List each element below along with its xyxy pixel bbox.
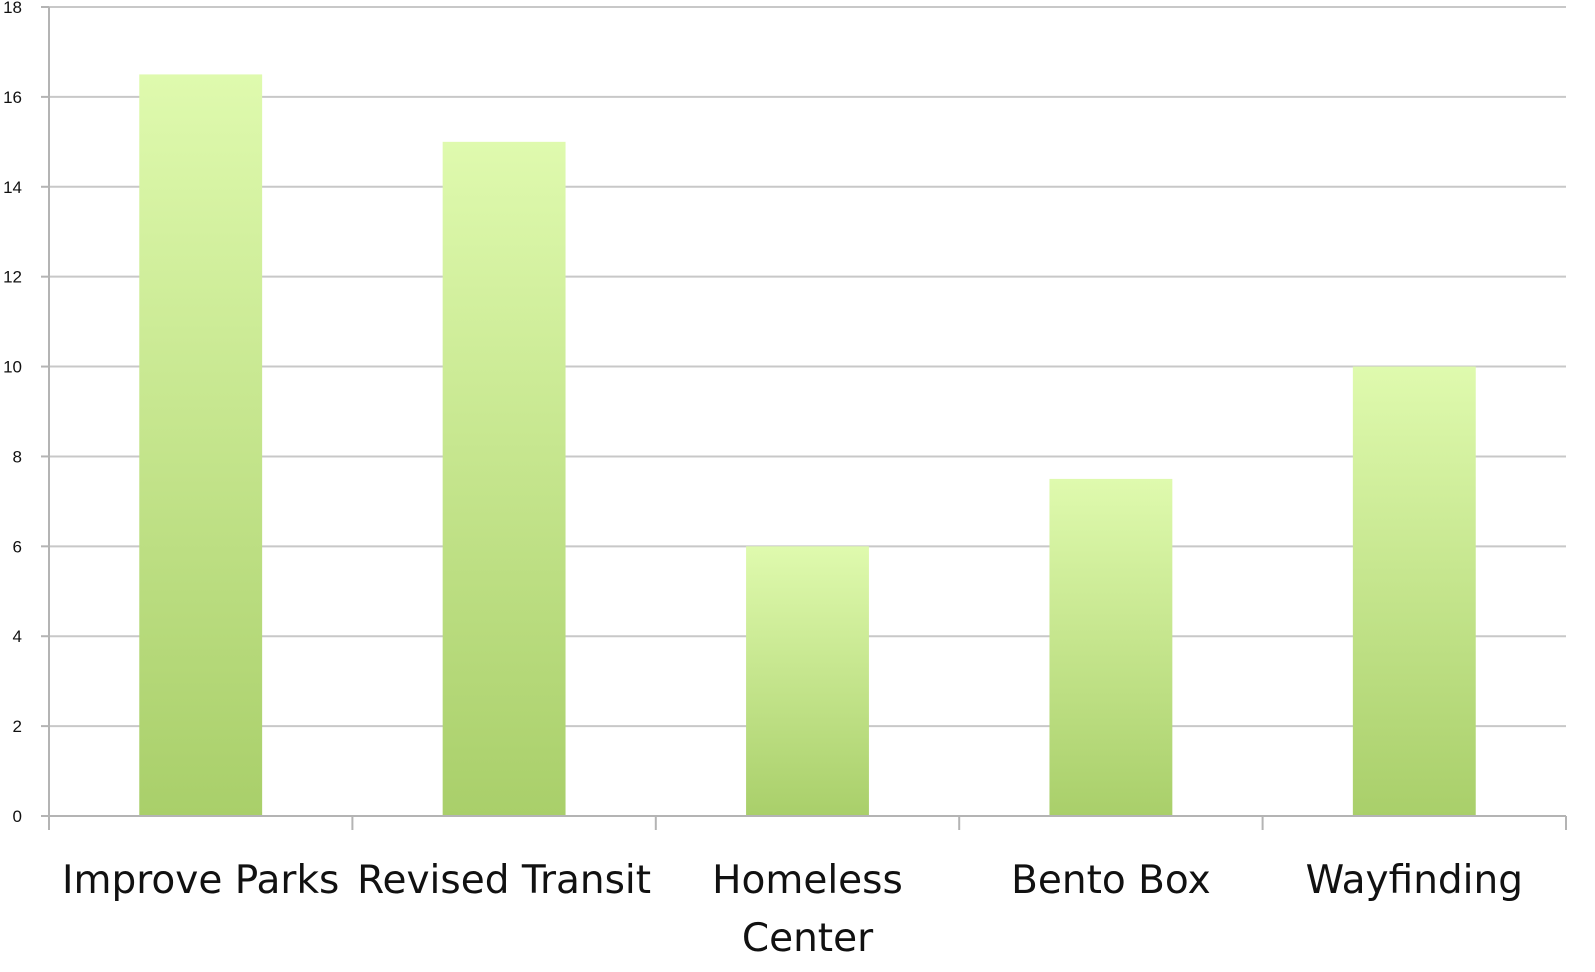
y-tick-label: 0 bbox=[13, 807, 22, 826]
bars bbox=[139, 74, 1476, 817]
y-tick-labels: 0 2 4 6 8 10 12 14 16 18 bbox=[3, 0, 22, 826]
bar-revised-transit bbox=[442, 141, 566, 817]
x-tick-label: Improve Parks bbox=[62, 858, 339, 903]
x-tick-labels: Improve Parks Revised Transit Homeless Cent… bbox=[62, 858, 1523, 961]
bar-improve-parks bbox=[139, 74, 263, 816]
y-tick-label: 8 bbox=[13, 447, 22, 466]
y-tick-label: 16 bbox=[3, 88, 22, 107]
y-tick-label: 18 bbox=[3, 0, 22, 17]
y-tick-label: 2 bbox=[13, 717, 22, 736]
bar-homeless-center bbox=[746, 546, 869, 816]
bar-bento-box bbox=[1049, 478, 1173, 816]
x-tick-label: Revised Transit bbox=[357, 858, 651, 903]
axes bbox=[48, 7, 1567, 830]
bar-wayfinding bbox=[1352, 366, 1476, 816]
x-tick-label: Wayfinding bbox=[1306, 858, 1523, 903]
y-tick-label: 10 bbox=[3, 358, 22, 377]
y-tick-label: 12 bbox=[3, 268, 22, 287]
x-tick-label: Center bbox=[742, 916, 874, 961]
x-tick-label: Bento Box bbox=[1011, 858, 1211, 903]
y-tick-label: 6 bbox=[13, 537, 22, 556]
y-tick-label: 14 bbox=[3, 178, 22, 197]
y-tick-label: 4 bbox=[13, 627, 22, 646]
x-tick-label: Homeless bbox=[712, 858, 903, 903]
